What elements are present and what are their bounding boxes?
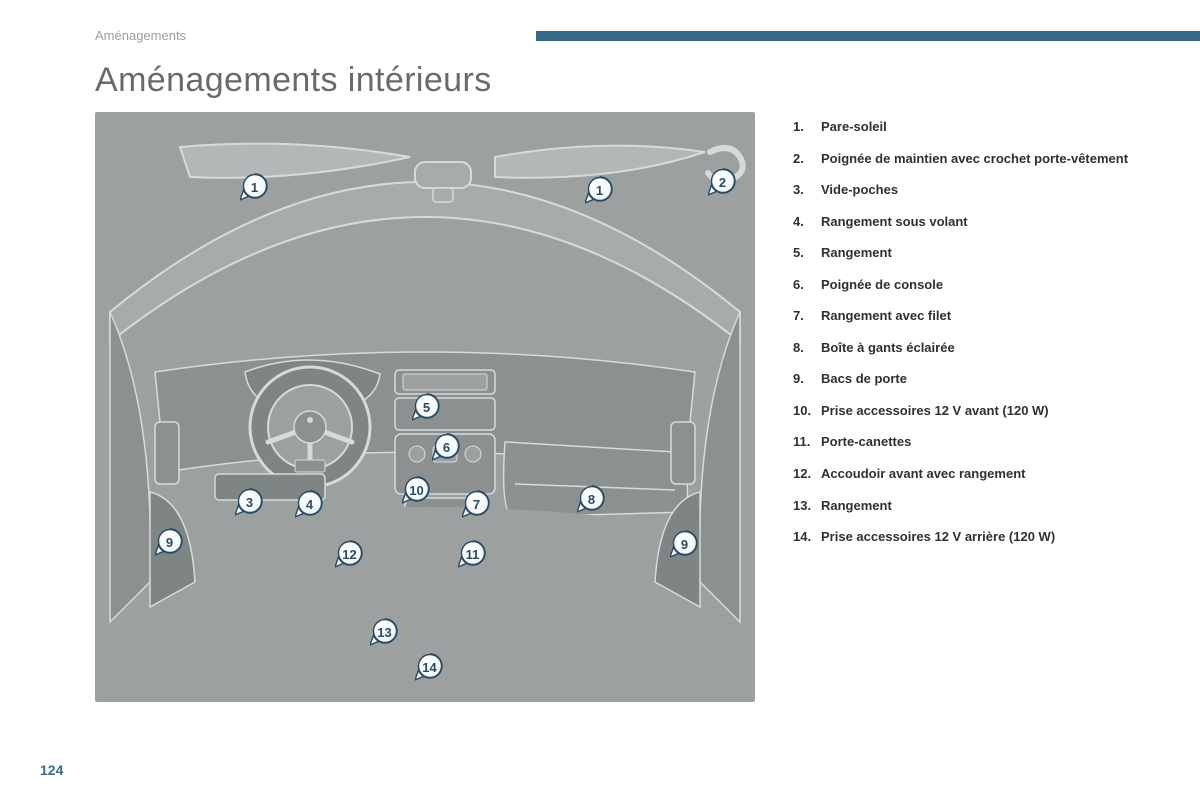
legend-item-number: 11. — [793, 433, 821, 451]
legend-item-label: Prise accessoires 12 V arrière (120 W) — [821, 528, 1055, 546]
legend-item: 7.Rangement avec filet — [793, 307, 1128, 325]
legend-item-label: Vide-poches — [821, 181, 898, 199]
legend-item-number: 3. — [793, 181, 821, 199]
legend-item-label: Accoudoir avant avec rangement — [821, 465, 1025, 483]
header-bar — [536, 31, 1200, 41]
legend-item: 1.Pare-soleil — [793, 118, 1128, 136]
section-label: Aménagements — [95, 28, 186, 43]
manual-page: Aménagements Aménagements intérieurs — [0, 0, 1200, 800]
callout-10: 10 — [402, 475, 432, 505]
content-row: 1 1 2 3 4 5 — [0, 112, 1200, 702]
legend-item-label: Porte-canettes — [821, 433, 911, 451]
legend-item-number: 8. — [793, 339, 821, 357]
legend-item-label: Rangement — [821, 497, 892, 515]
callout-9: 9 — [670, 529, 700, 559]
legend-item-number: 5. — [793, 244, 821, 262]
callout-8: 8 — [577, 484, 607, 514]
legend-item-number: 13. — [793, 497, 821, 515]
callout-7: 7 — [462, 489, 492, 519]
legend-item: 2.Poignée de maintien avec crochet porte… — [793, 150, 1128, 168]
legend-item-label: Rangement avec filet — [821, 307, 951, 325]
legend-item-label: Bacs de porte — [821, 370, 907, 388]
legend-item: 13.Rangement — [793, 497, 1128, 515]
legend-item: 4.Rangement sous volant — [793, 213, 1128, 231]
legend-item: 11.Porte-canettes — [793, 433, 1128, 451]
legend-item-label: Poignée de maintien avec crochet porte-v… — [821, 150, 1128, 168]
legend-item-number: 14. — [793, 528, 821, 546]
legend-item-number: 6. — [793, 276, 821, 294]
callout-4: 4 — [295, 489, 325, 519]
legend-item-label: Rangement — [821, 244, 892, 262]
page-title: Aménagements intérieurs — [0, 43, 1200, 112]
legend-item-label: Rangement sous volant — [821, 213, 968, 231]
callout-1: 1 — [585, 175, 615, 205]
callout-12: 12 — [335, 539, 365, 569]
legend-item-number: 10. — [793, 402, 821, 420]
legend-item: 6.Poignée de console — [793, 276, 1128, 294]
callout-13: 13 — [370, 617, 400, 647]
callout-14: 14 — [415, 652, 445, 682]
legend-item-number: 7. — [793, 307, 821, 325]
interior-diagram: 1 1 2 3 4 5 — [95, 112, 755, 702]
legend-item: 10.Prise accessoires 12 V avant (120 W) — [793, 402, 1128, 420]
callout-2: 2 — [708, 167, 738, 197]
legend-item-label: Pare-soleil — [821, 118, 887, 136]
callout-1: 1 — [240, 172, 270, 202]
legend-item-label: Poignée de console — [821, 276, 943, 294]
legend-item: 12.Accoudoir avant avec rangement — [793, 465, 1128, 483]
callout-9: 9 — [155, 527, 185, 557]
legend-item-number: 4. — [793, 213, 821, 231]
callout-6: 6 — [432, 432, 462, 462]
legend-item-label: Prise accessoires 12 V avant (120 W) — [821, 402, 1049, 420]
page-header: Aménagements — [0, 28, 1200, 43]
legend-item: 3.Vide-poches — [793, 181, 1128, 199]
legend-item: 14.Prise accessoires 12 V arrière (120 W… — [793, 528, 1128, 546]
legend-item-number: 2. — [793, 150, 821, 168]
page-number: 124 — [40, 762, 63, 778]
callout-5: 5 — [412, 392, 442, 422]
legend-item: 5.Rangement — [793, 244, 1128, 262]
callout-11: 11 — [458, 539, 488, 569]
legend-item-label: Boîte à gants éclairée — [821, 339, 955, 357]
legend-item-number: 12. — [793, 465, 821, 483]
callout-3: 3 — [235, 487, 265, 517]
legend-item: 9.Bacs de porte — [793, 370, 1128, 388]
legend-item-number: 9. — [793, 370, 821, 388]
legend-item: 8.Boîte à gants éclairée — [793, 339, 1128, 357]
legend-list: 1.Pare-soleil2.Poignée de maintien avec … — [755, 112, 1128, 560]
legend-item-number: 1. — [793, 118, 821, 136]
